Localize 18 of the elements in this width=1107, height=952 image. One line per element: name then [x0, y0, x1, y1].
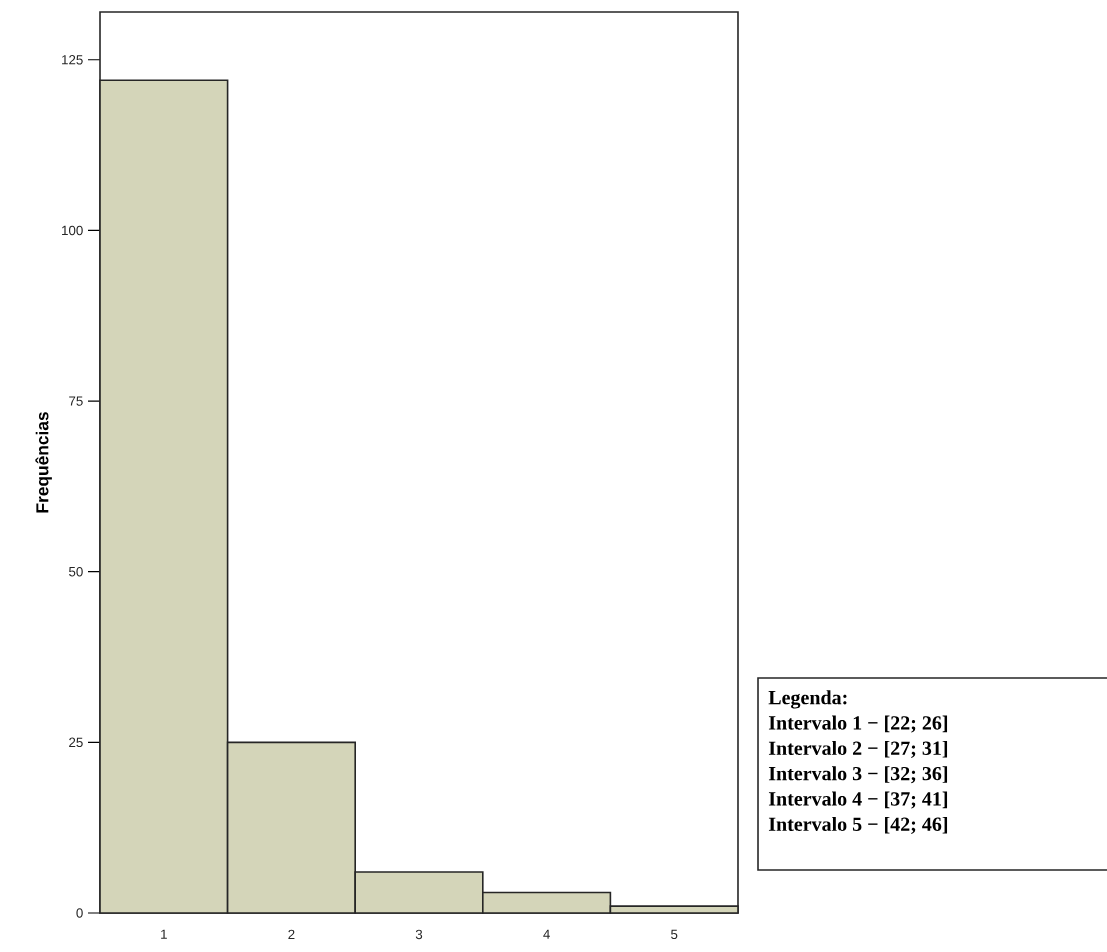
- y-tick-label: 100: [62, 225, 83, 236]
- y-tick-label: 75: [69, 396, 83, 406]
- x-tick-label: 3: [415, 929, 423, 940]
- text: Intervalo 4 − [37; 41]: [768, 791, 948, 809]
- text: Intervalo 3 − [32; 36]: [768, 766, 948, 784]
- x-tick-label: 4: [543, 929, 550, 939]
- y-axis-title: Frequências: [35, 412, 52, 513]
- y-tick-label: 50: [69, 566, 83, 577]
- x-tick-label: 2: [288, 929, 295, 940]
- text: Intervalo 2 − [27; 31]: [768, 740, 948, 758]
- y-tick-label: 0: [76, 908, 83, 918]
- y-tick-label: 125: [62, 55, 83, 65]
- x-tick-label: 5: [671, 929, 678, 939]
- y-tick-label: 25: [69, 737, 83, 748]
- text: Intervalo 1 − [22; 26]: [768, 715, 948, 733]
- x-tick-label: 1: [161, 929, 167, 939]
- text: Legenda:: [768, 690, 847, 709]
- text: Intervalo 5 − [42; 46]: [768, 816, 948, 834]
